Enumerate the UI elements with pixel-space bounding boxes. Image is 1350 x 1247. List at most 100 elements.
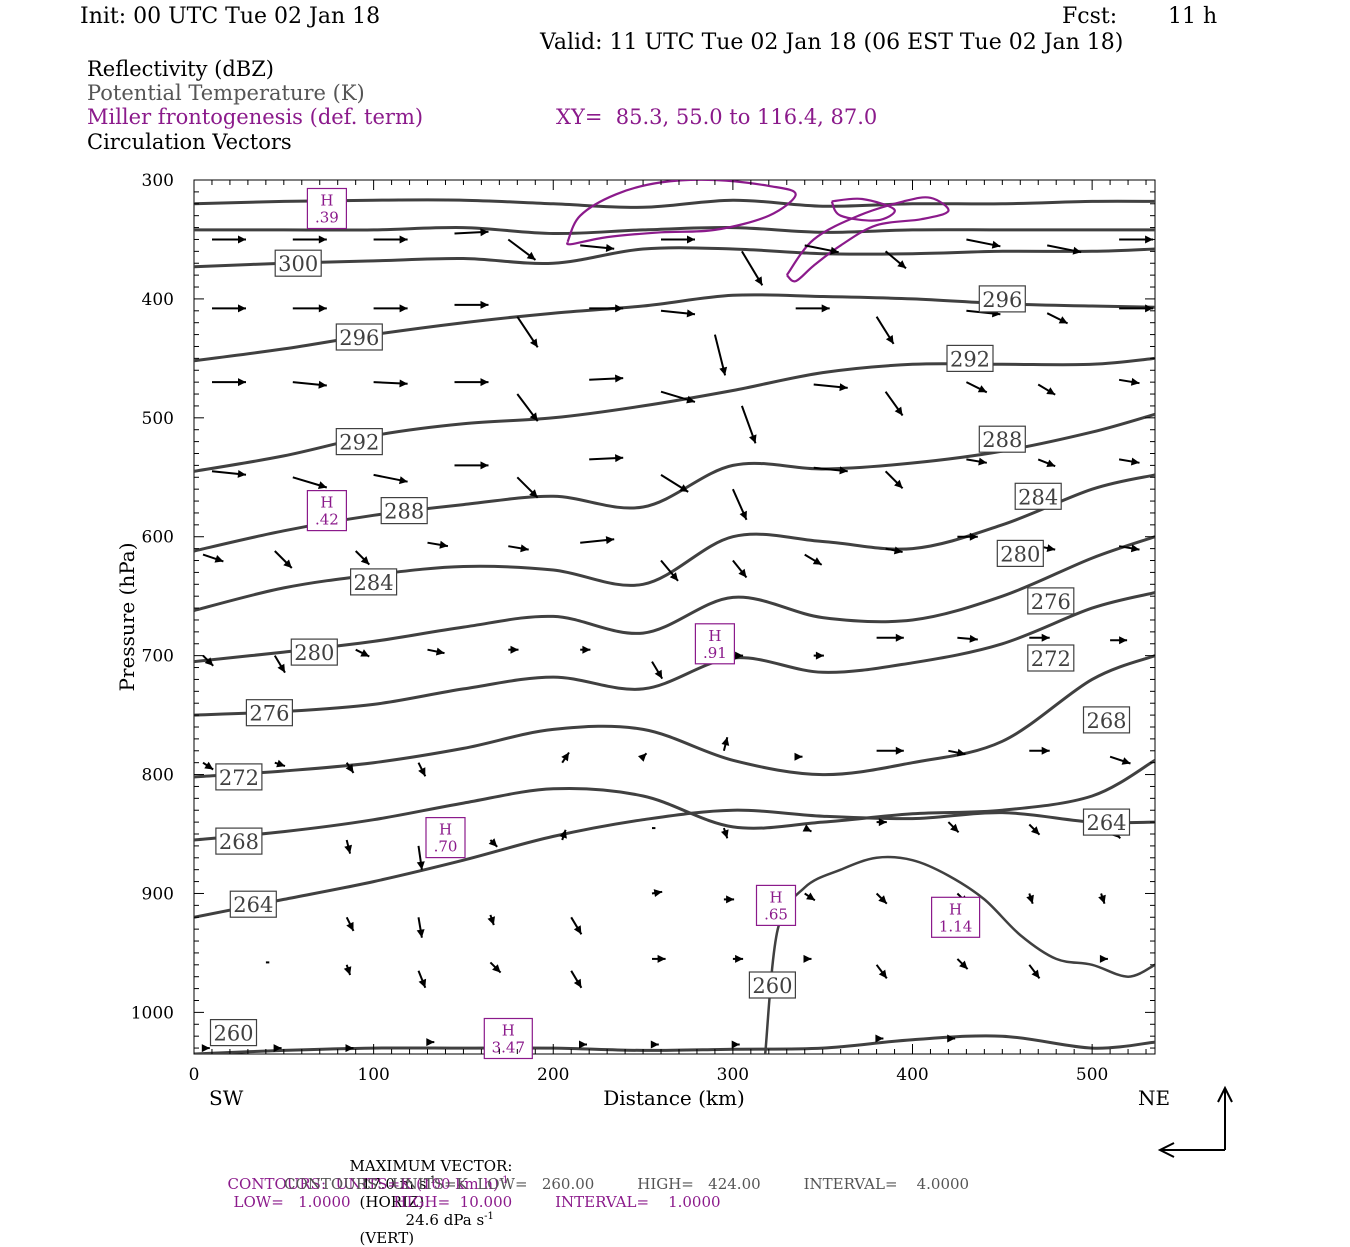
theta-label-text: 288 (982, 428, 1022, 452)
maximum-value: .39 (315, 209, 339, 227)
theta-label-text: 284 (1018, 485, 1058, 509)
y-tick-label: 1000 (131, 1003, 174, 1023)
circulation-vector (487, 914, 495, 926)
theta-label-text: 264 (1086, 811, 1126, 835)
theta-label-text: 268 (219, 830, 259, 854)
y-axis-label: Pressure (hPa) (115, 543, 139, 692)
circulation-vector (426, 1038, 435, 1047)
theta-contour-280 (194, 535, 1155, 664)
circulation-vector (212, 304, 246, 313)
circulation-vector (884, 470, 904, 490)
circulation-vector (489, 961, 502, 974)
legend-reflectivity: Reflectivity (dBZ) (87, 57, 275, 81)
theta-label-text: 272 (219, 766, 259, 790)
circulation-vector (273, 1044, 282, 1053)
maximum-value: 3.47 (492, 1039, 525, 1057)
legend-xy-coordinates: XY= 85.3, 55.0 to 116.4, 87.0 (556, 105, 878, 129)
circulation-vector (417, 970, 427, 989)
circulation-vector (570, 970, 583, 989)
high-marker: H (769, 888, 782, 906)
x-tick-label: 500 (1076, 1065, 1108, 1085)
circulation-vector (201, 1044, 210, 1053)
circulation-vector (651, 661, 664, 680)
y-tick-label: 600 (142, 528, 174, 548)
circulation-vector (875, 964, 888, 980)
circulation-vector (274, 550, 293, 569)
circulation-vector (660, 309, 696, 318)
circulation-vector (731, 1040, 740, 1049)
circulation-vector (1028, 823, 1041, 836)
maximum-value: .91 (703, 644, 727, 662)
theta-label-text: 296 (339, 326, 379, 350)
circulation-vector (373, 473, 408, 485)
theta-contour-276 (194, 591, 1155, 717)
frontogenesis-contour (566, 180, 797, 246)
theta-contour-298 (194, 246, 1155, 269)
x-tick-label: 200 (537, 1065, 569, 1085)
forecast-label: Fcst: (1062, 4, 1118, 29)
circulation-vector (1029, 746, 1050, 755)
circulation-vector (589, 374, 624, 383)
theta-label-text: 296 (982, 288, 1022, 312)
theta-label-text: 292 (339, 431, 379, 455)
unit-exponent: -1 (484, 1211, 494, 1222)
theta-label-text: 272 (1031, 647, 1071, 671)
high-marker: H (439, 821, 452, 839)
y-tick-label: 400 (142, 290, 174, 310)
circulation-vector (741, 250, 764, 286)
circulation-vector (875, 892, 888, 905)
circulation-vector (804, 553, 823, 566)
reference-vector-icon (1157, 1085, 1233, 1158)
circulation-vector (1046, 312, 1069, 325)
circulation-vector (876, 818, 887, 827)
circulation-vector (516, 316, 539, 348)
circulation-vector (345, 762, 355, 774)
theta-contour-300 (194, 226, 1155, 236)
theta-label-272: 272 (1027, 644, 1075, 672)
theta-label-276: 276 (245, 699, 293, 727)
circulation-vector (660, 390, 696, 404)
circulation-vector (589, 454, 624, 463)
circulation-vector (202, 761, 214, 771)
circulation-vector (813, 466, 848, 475)
circulation-vector (723, 895, 735, 904)
circulation-vector (732, 559, 748, 579)
frontogenesis-maximum: H.91 (694, 623, 736, 665)
frontogenesis-contour (785, 196, 950, 283)
circulation-vector (650, 1040, 659, 1049)
circulation-vector (570, 916, 583, 935)
circulation-vector (1110, 636, 1128, 645)
circulation-vector (1029, 633, 1050, 642)
theta-label-264: 264 (229, 890, 277, 918)
theta-label-260: 260 (748, 971, 797, 999)
circulation-vector (875, 1034, 884, 1043)
circulation-vector (660, 559, 679, 582)
circulation-vector (416, 845, 425, 870)
circulation-vector (884, 250, 907, 270)
circulation-vector (580, 536, 615, 545)
circulation-vector (794, 752, 803, 761)
frontogenesis-maximum: H.39 (306, 187, 347, 230)
frontogenesis-contour (830, 197, 896, 222)
init-time: Init: 00 UTC Tue 02 Jan 18 (80, 4, 381, 29)
theta-label-text: 260 (213, 1022, 253, 1046)
frontogenesis-units: CONTOURS: UNITS=K (100 km h) (227, 1175, 499, 1193)
circulation-vector (875, 316, 895, 345)
theta-label-text: 292 (950, 347, 990, 371)
high-marker: H (949, 900, 962, 918)
circulation-vector (795, 304, 830, 313)
circulation-vector (516, 393, 539, 422)
circulation-vector (454, 300, 489, 309)
circulation-vector (813, 383, 848, 392)
forecast-hour: 11 h (1168, 4, 1218, 29)
circulation-vector (1118, 377, 1140, 386)
circulation-vector (202, 553, 224, 563)
x-axis-label: Distance (km) (603, 1086, 745, 1110)
circulation-vector (373, 304, 408, 313)
high-marker: H (708, 627, 721, 645)
theta-contour-272 (194, 654, 1155, 779)
circulation-vector (652, 954, 666, 963)
circulation-vector (454, 228, 489, 237)
circulation-vector (344, 839, 352, 854)
circulation-vector (508, 544, 529, 553)
